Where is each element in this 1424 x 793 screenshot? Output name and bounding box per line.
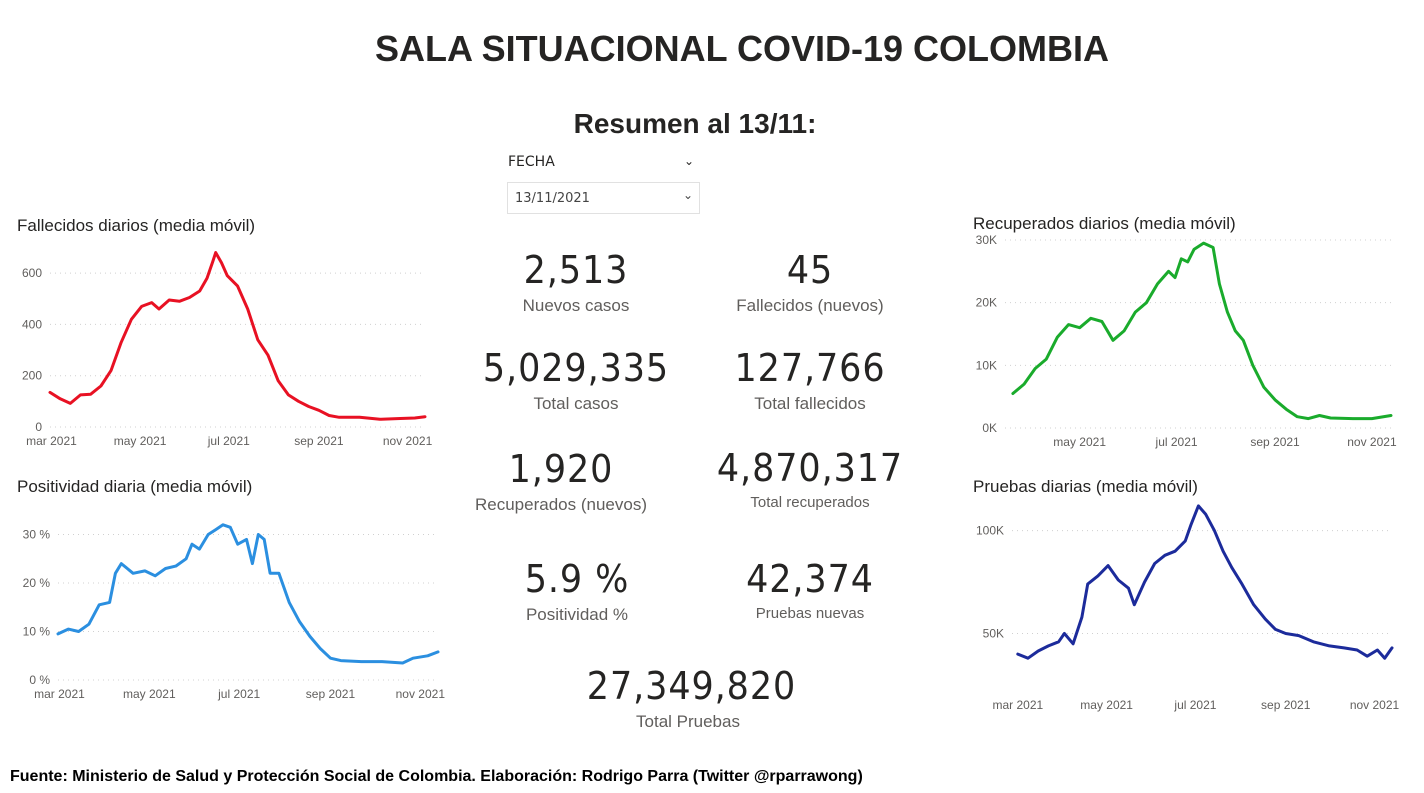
- kpi-positividad: 5.9 % Positividad %: [467, 557, 687, 625]
- chart-title-fallecidos: Fallecidos diarios (media móvil): [17, 216, 256, 235]
- kpi-value: 1,920: [508, 447, 614, 491]
- x-tick-label: jul 2021: [217, 687, 260, 701]
- y-tick-label: 0K: [982, 421, 997, 435]
- kpi-fallecidos-nuevos: 45 Fallecidos (nuevos): [700, 248, 920, 316]
- chart-title-recuperados: Recuperados diarios (media móvil): [973, 214, 1236, 233]
- chart-title-pruebas: Pruebas diarias (media móvil): [973, 477, 1198, 496]
- x-tick-label: nov 2021: [396, 687, 446, 701]
- chevron-down-icon[interactable]: ⌄: [683, 154, 694, 168]
- kpi-pruebas-nuevas: 42,374 Pruebas nuevas: [700, 557, 920, 622]
- x-tick-label: sep 2021: [1250, 435, 1300, 449]
- kpi-total-pruebas: 27,349,820 Total Pruebas: [578, 664, 798, 732]
- series-line-pruebas[interactable]: [1016, 504, 1394, 660]
- x-tick-label: nov 2021: [1350, 698, 1400, 712]
- kpi-value: 27,349,820: [586, 664, 797, 708]
- y-tick-label: 20K: [976, 296, 997, 310]
- y-tick-label: 20 %: [23, 576, 51, 590]
- chevron-down-icon[interactable]: ⌄: [682, 188, 693, 202]
- series-line-recuperados[interactable]: [1011, 241, 1393, 421]
- chart-title-positividad: Positividad diaria (media móvil): [17, 477, 253, 496]
- kpi-total-recuperados: 4,870,317 Total recuperados: [690, 446, 930, 511]
- kpi-label: Nuevos casos: [522, 296, 630, 315]
- kpi-value: 2,513: [523, 248, 629, 292]
- dashboard-title: SALA SITUACIONAL COVID-19 COLOMBIA: [374, 28, 1110, 69]
- kpi-label: Pruebas nuevas: [755, 605, 865, 622]
- x-tick-label: may 2021: [114, 434, 167, 448]
- x-tick-label: jul 2021: [1155, 435, 1198, 449]
- kpi-label: Recuperados (nuevos): [475, 495, 647, 514]
- x-tick-label: mar 2021: [992, 698, 1043, 712]
- y-tick-label: 100K: [976, 524, 1004, 538]
- source-footer: Fuente: Ministerio de Salud y Protección…: [10, 768, 863, 785]
- y-tick-label: 10 %: [23, 625, 51, 639]
- y-tick-label: 200: [22, 369, 42, 383]
- x-tick-label: may 2021: [123, 687, 176, 701]
- date-slicer-label: FECHA: [508, 154, 555, 170]
- summary-subtitle: Resumen al 13/11:: [573, 108, 817, 139]
- x-tick-label: jul 2021: [1173, 698, 1216, 712]
- y-tick-label: 600: [22, 266, 42, 280]
- kpi-label: Total Pruebas: [636, 712, 740, 731]
- x-tick-label: may 2021: [1080, 698, 1133, 712]
- line-chart-fallecidos[interactable]: 0 200 400 600 mar 2021 may 2021 jul 2021 sep 20…: [0, 240, 433, 450]
- x-tick-label: mar 2021: [26, 434, 77, 448]
- date-slicer-header[interactable]: FECHA ⌄: [508, 154, 698, 176]
- y-tick-label: 30 %: [23, 528, 51, 542]
- x-tick-label: may 2021: [1053, 435, 1106, 449]
- x-tick-label: sep 2021: [294, 434, 344, 448]
- kpi-total-fallecidos: 127,766 Total fallecidos: [700, 346, 920, 414]
- y-tick-label: 0: [35, 420, 42, 434]
- kpi-value: 5.9 %: [524, 557, 630, 601]
- x-tick-label: nov 2021: [383, 434, 433, 448]
- line-chart-positividad[interactable]: 0 % 10 % 20 % 30 % mar 2021 may 2021 jul 2021 s…: [0, 500, 445, 710]
- y-tick-label: 0 %: [29, 673, 50, 687]
- kpi-recuperados-nuevos: 1,920 Recuperados (nuevos): [451, 447, 671, 515]
- kpi-label: Total recuperados: [750, 494, 870, 511]
- kpi-value: 42,374: [746, 557, 874, 601]
- y-tick-label: 30K: [976, 233, 997, 247]
- kpi-value: 4,870,317: [716, 446, 904, 490]
- line-chart-pruebas[interactable]: 50K 100K mar 2021 may 2021 jul 2021 sep 2021 n…: [960, 504, 1400, 720]
- x-tick-label: sep 2021: [306, 687, 356, 701]
- kpi-value: 5,029,335: [482, 346, 670, 390]
- x-tick-label: sep 2021: [1261, 698, 1311, 712]
- y-tick-label: 10K: [976, 358, 997, 372]
- kpi-value: 127,766: [734, 346, 886, 390]
- kpi-label: Positividad %: [525, 605, 629, 624]
- kpi-label: Total fallecidos: [754, 394, 866, 413]
- x-tick-label: nov 2021: [1347, 435, 1397, 449]
- kpi-label: Total casos: [533, 394, 619, 413]
- date-slicer-dropdown[interactable]: 13/11/2021 ⌄: [507, 182, 700, 214]
- y-tick-label: 400: [22, 317, 42, 331]
- y-tick-label: 50K: [983, 627, 1004, 641]
- series-line-positividad[interactable]: [56, 523, 440, 665]
- kpi-label: Fallecidos (nuevos): [736, 296, 884, 315]
- kpi-nuevos-casos: 2,513 Nuevos casos: [476, 248, 676, 316]
- x-tick-label: jul 2021: [207, 434, 250, 448]
- date-slicer-value: 13/11/2021: [515, 191, 590, 206]
- line-chart-recuperados[interactable]: 0K 10K 20K 30K may 2021 jul 2021 sep 2021 nov 2…: [960, 233, 1400, 451]
- x-tick-label: mar 2021: [34, 687, 85, 701]
- kpi-value: 45: [786, 248, 834, 292]
- kpi-total-casos: 5,029,335 Total casos: [466, 346, 686, 414]
- series-line-fallecidos[interactable]: [48, 251, 427, 421]
